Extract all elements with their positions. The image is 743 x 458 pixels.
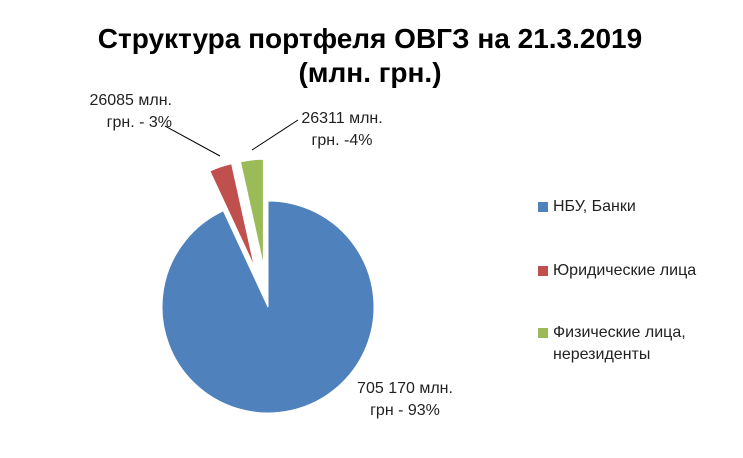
- legend-swatch: [538, 328, 548, 338]
- legend-swatch: [538, 202, 548, 212]
- pie-slice: [209, 163, 256, 268]
- data-label: 26085 млн. грн. - 3%: [89, 92, 172, 131]
- chart-title: Структура портфеля ОВГЗ на 21.3.2019 (мл…: [97, 23, 643, 88]
- legend-label: Физические лица, нерезиденты: [553, 324, 686, 363]
- pie-slice: [161, 200, 375, 414]
- data-label: 26311 млн. грн. -4%: [301, 110, 383, 149]
- legend-label: Юридические лица: [553, 262, 697, 279]
- leader-line: [251, 119, 299, 151]
- legend-label: НБУ, Банки: [553, 198, 636, 215]
- legend-swatch: [538, 266, 548, 276]
- pie-slice: [239, 158, 264, 266]
- data-label: 705 170 млн. грн - 93%: [357, 380, 453, 419]
- leader-line: [164, 125, 221, 157]
